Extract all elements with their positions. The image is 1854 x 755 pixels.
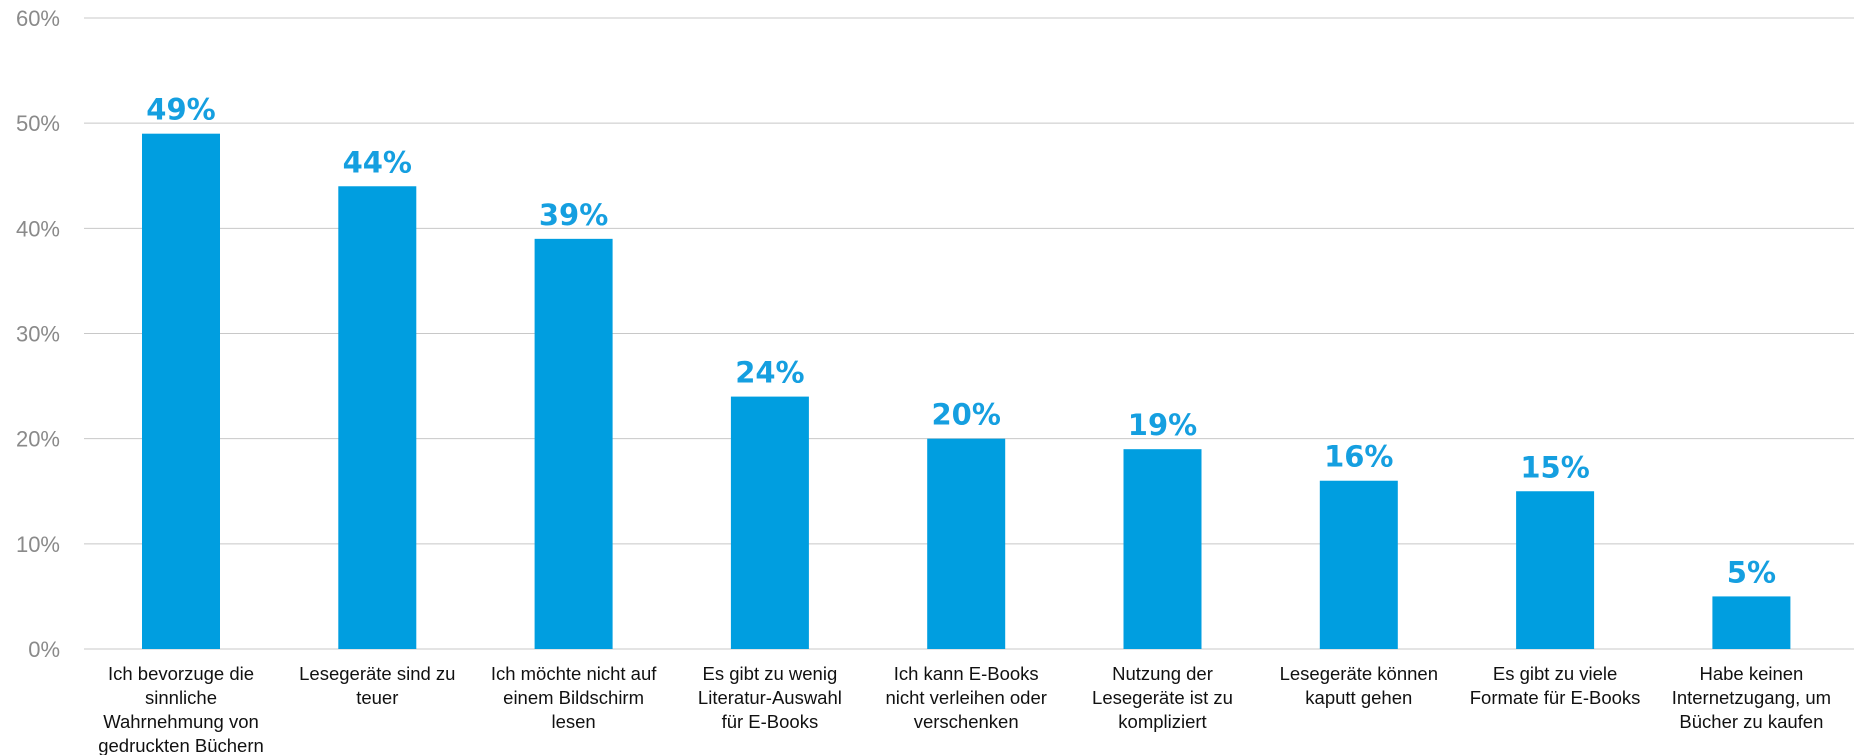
category-label: Lesegeräte sind zu xyxy=(299,663,455,684)
category-label: Es gibt zu viele xyxy=(1493,663,1617,684)
category-label: Internetzugang, um xyxy=(1672,687,1831,708)
category-label: kompliziert xyxy=(1118,711,1206,732)
y-tick-label: 60% xyxy=(16,6,60,31)
y-tick-label: 30% xyxy=(16,322,60,347)
category-label: gedruckten Büchern xyxy=(98,735,264,755)
category-label: Nutzung der xyxy=(1112,663,1213,684)
category-label: Literatur-Auswahl xyxy=(698,687,842,708)
value-label: 19% xyxy=(1128,408,1197,442)
category-label: einem Bildschirm xyxy=(503,687,644,708)
y-tick-label: 50% xyxy=(16,111,60,136)
category-label: verschenken xyxy=(914,711,1019,732)
category-label: nicht verleihen oder xyxy=(885,687,1046,708)
value-label: 15% xyxy=(1520,450,1589,484)
value-label: 49% xyxy=(146,93,215,127)
y-tick-label: 40% xyxy=(16,216,60,241)
value-label: 24% xyxy=(735,356,804,390)
category-label: Ich möchte nicht auf xyxy=(491,663,657,684)
value-label: 39% xyxy=(539,198,608,232)
bar xyxy=(534,238,613,649)
category-label: lesen xyxy=(551,711,595,732)
bar xyxy=(1516,491,1595,649)
category-label: Wahrnehmung von xyxy=(103,711,259,732)
bar xyxy=(1319,480,1398,649)
category-label: Habe keinen xyxy=(1699,663,1803,684)
category-label: kaputt gehen xyxy=(1305,687,1412,708)
bar xyxy=(338,186,417,649)
category-label: Lesegeräte ist zu xyxy=(1092,687,1233,708)
bar xyxy=(1123,449,1202,649)
category-label: Bücher zu kaufen xyxy=(1679,711,1823,732)
category-label: Ich bevorzuge die xyxy=(108,663,254,684)
category-label: Formate für E-Books xyxy=(1470,687,1641,708)
category-label: Lesegeräte können xyxy=(1280,663,1438,684)
value-label: 16% xyxy=(1324,440,1393,474)
category-label: für E-Books xyxy=(722,711,819,732)
value-label: 44% xyxy=(343,145,412,179)
category-label: teuer xyxy=(356,687,398,708)
y-tick-label: 20% xyxy=(16,427,60,452)
category-label: Es gibt zu wenig xyxy=(703,663,838,684)
category-label: Ich kann E-Books xyxy=(894,663,1039,684)
y-tick-label: 0% xyxy=(28,637,60,662)
y-tick-label: 10% xyxy=(16,532,60,557)
category-label: sinnliche xyxy=(145,687,217,708)
value-label: 5% xyxy=(1727,555,1776,589)
value-label: 20% xyxy=(931,398,1000,432)
bar xyxy=(142,133,220,649)
bar xyxy=(1712,596,1791,649)
bar xyxy=(730,396,809,649)
bar xyxy=(927,438,1006,649)
